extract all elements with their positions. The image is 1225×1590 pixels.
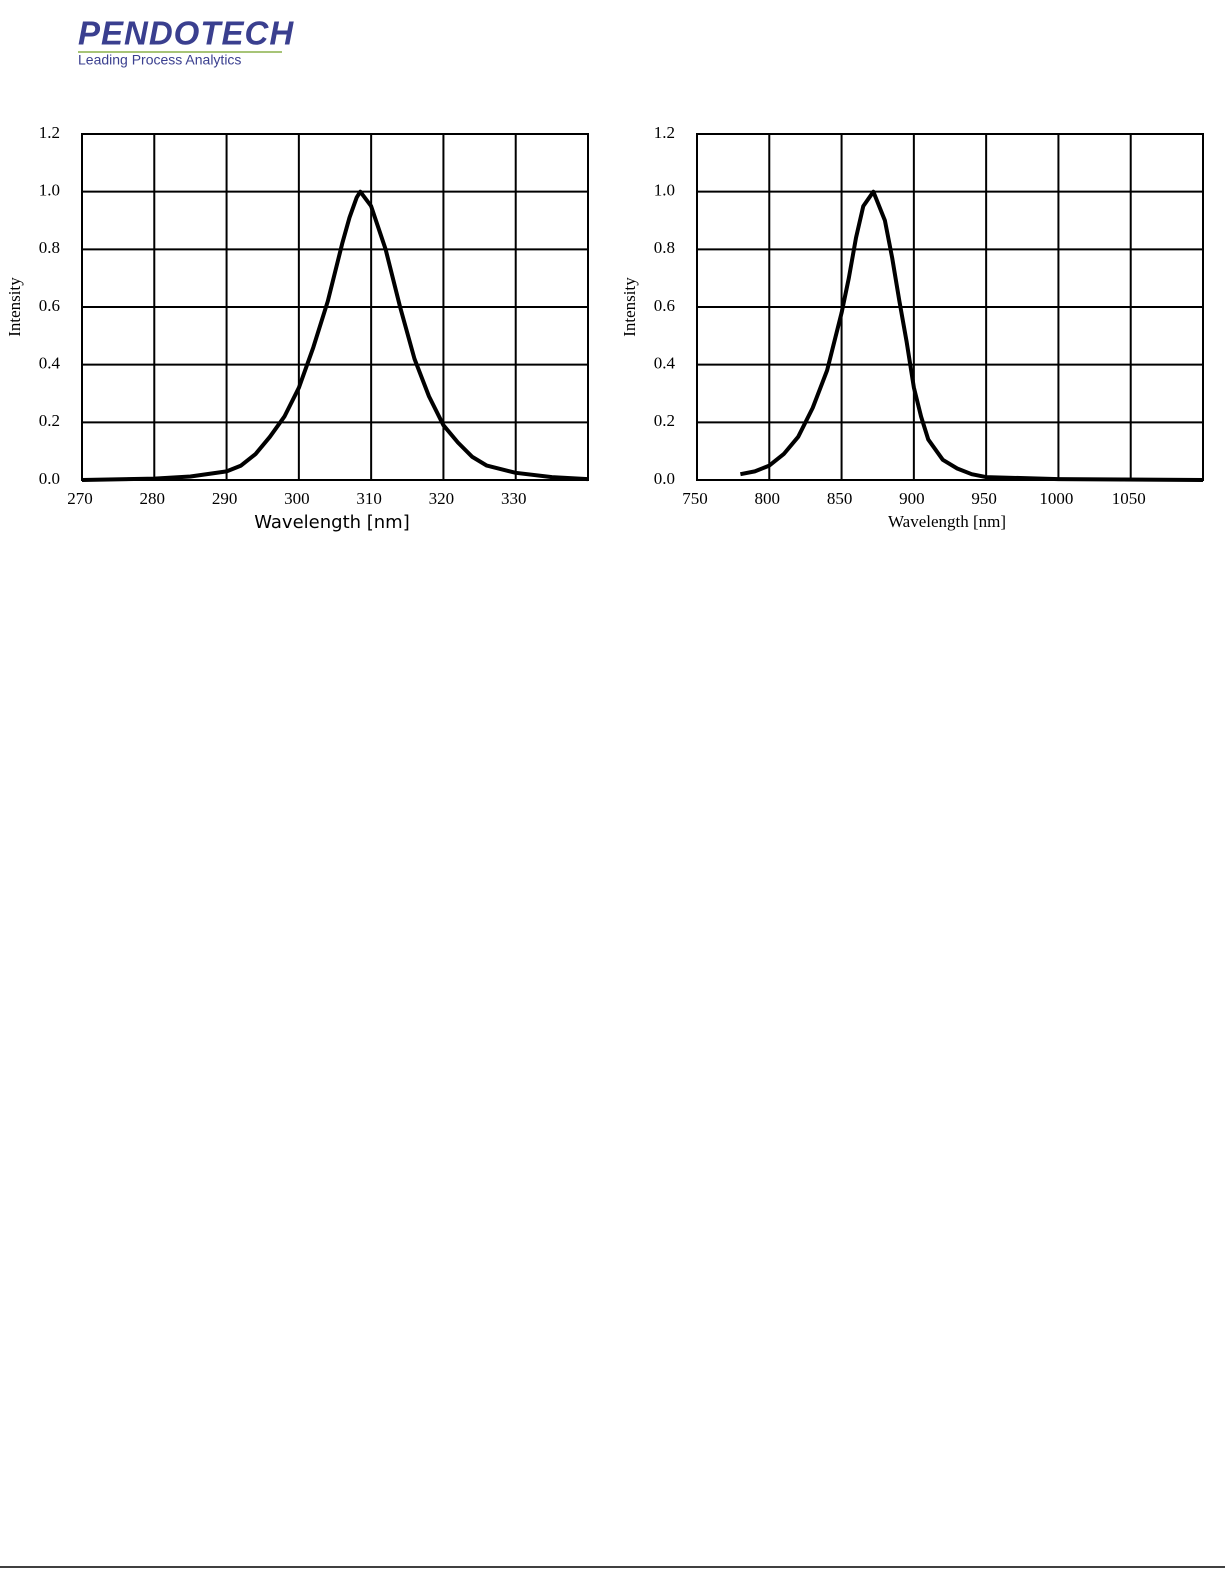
x-tick-label: 270 — [67, 489, 93, 508]
x-axis-label: Wavelength [nm] — [254, 512, 410, 533]
x-tick-label: 330 — [501, 489, 527, 508]
x-tick-label: 310 — [356, 489, 382, 508]
y-tick-label: 0.2 — [654, 411, 675, 430]
x-tick-label: 850 — [827, 489, 853, 508]
y-tick-label: 0.4 — [654, 354, 676, 373]
x-tick-label: 950 — [971, 489, 997, 508]
y-tick-label: 0.8 — [39, 238, 60, 257]
y-axis-label: Intensity — [5, 277, 24, 337]
x-tick-label: 900 — [899, 489, 925, 508]
curve — [740, 189, 1204, 482]
y-tick-label: 0.6 — [654, 296, 675, 315]
y-tick-label: 0.4 — [39, 354, 61, 373]
x-axis-label: Wavelength [nm] — [888, 512, 1006, 531]
x-tick-label: 290 — [212, 489, 238, 508]
x-tick-label: 1000 — [1039, 489, 1073, 508]
x-tick-label: 300 — [284, 489, 310, 508]
y-tick-label: 0.0 — [39, 469, 60, 488]
y-axis-label: Intensity — [620, 277, 639, 337]
x-tick-label: 320 — [429, 489, 455, 508]
y-tick-label: 1.2 — [39, 123, 60, 142]
y-tick-label: 0.0 — [654, 469, 675, 488]
y-tick-label: 0.8 — [654, 238, 675, 257]
x-tick-label: 1050 — [1112, 489, 1146, 508]
x-tick-label: 750 — [682, 489, 708, 508]
curve — [81, 189, 589, 482]
x-tick-label: 280 — [140, 489, 166, 508]
y-tick-label: 1.0 — [654, 181, 675, 200]
logo-tagline: Leading Process Analytics — [78, 52, 241, 68]
y-tick-label: 1.0 — [39, 181, 60, 200]
y-tick-label: 0.2 — [39, 411, 60, 430]
logo-name: PENDOTECH — [78, 15, 294, 52]
y-tick-label: 0.6 — [39, 296, 60, 315]
x-tick-label: 800 — [755, 489, 781, 508]
y-tick-label: 1.2 — [654, 123, 675, 142]
